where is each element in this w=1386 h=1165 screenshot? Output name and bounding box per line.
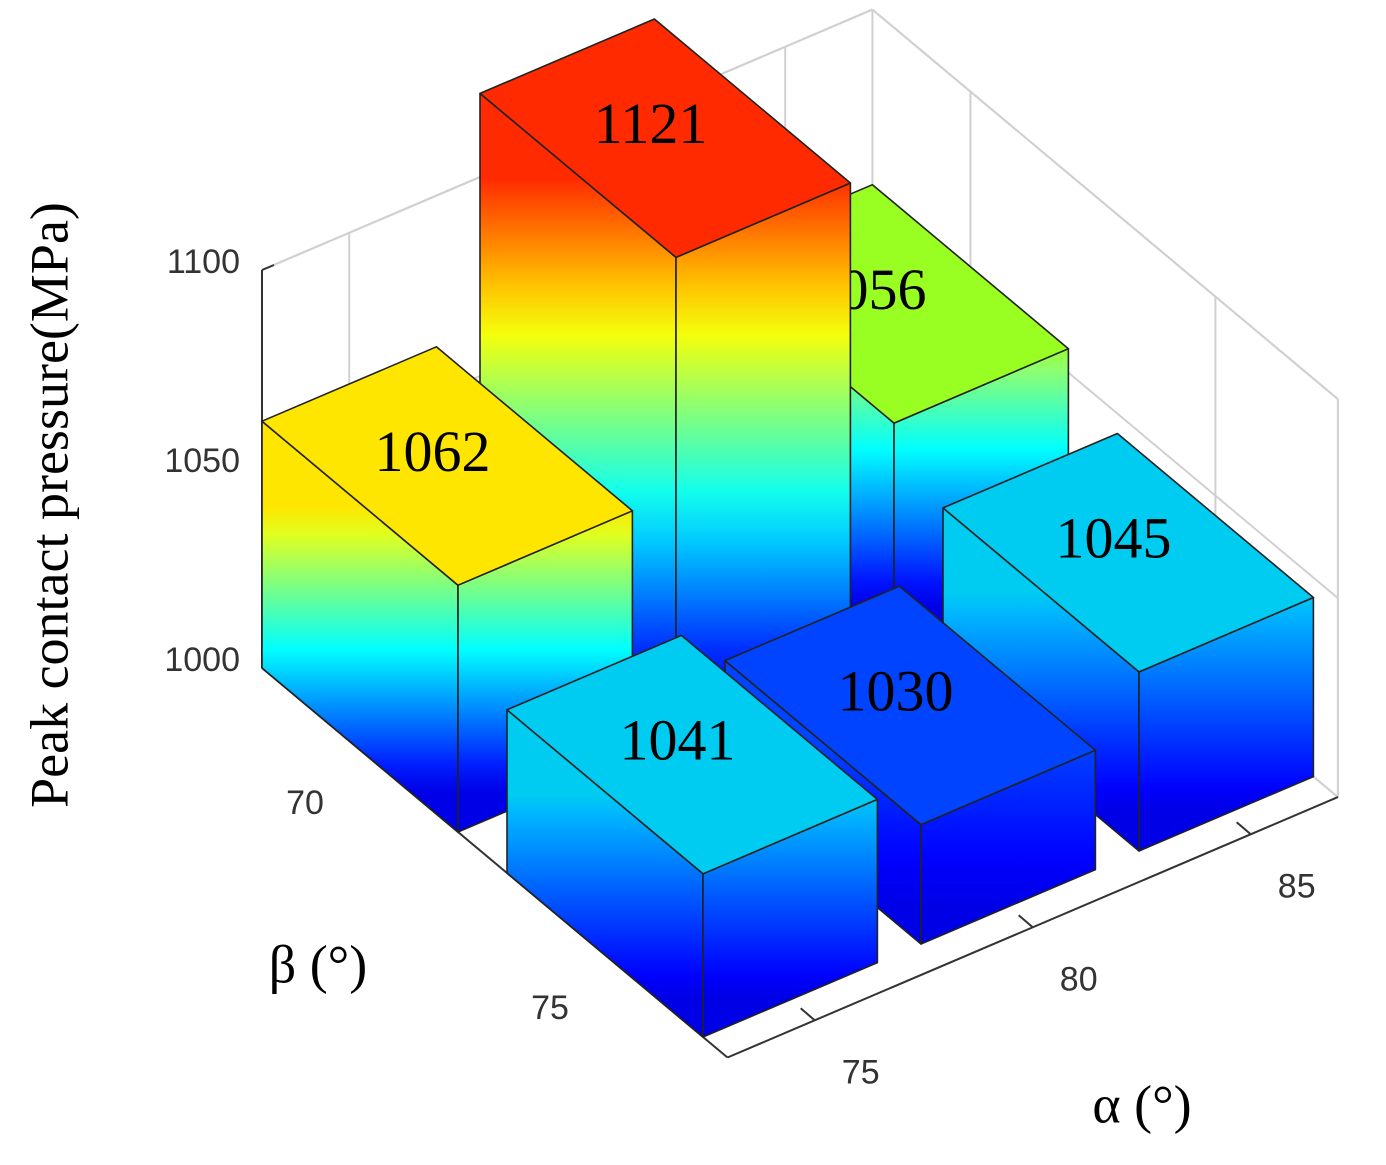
bar-top: [506, 634, 879, 875]
x-tick-label: 85: [1278, 867, 1316, 905]
data-label: 1030: [838, 658, 954, 723]
bar-top: [942, 432, 1315, 673]
bar-top: [479, 18, 852, 259]
wall-edge: [871, 8, 1339, 400]
data-label: 1041: [620, 708, 736, 773]
x-tick: [1018, 914, 1034, 929]
bar-top: [724, 585, 1097, 826]
data-label: 1121: [594, 91, 708, 156]
y-axis-label: β (°): [269, 934, 368, 994]
data-label: 1062: [375, 419, 491, 484]
x-tick: [800, 1007, 816, 1022]
y-tick-label: 75: [531, 989, 569, 1027]
z-tick-label: 1100: [167, 243, 240, 281]
bar: 1041: [506, 634, 879, 1038]
z-tick-label: 1050: [164, 442, 240, 480]
x-tick-label: 80: [1060, 960, 1098, 998]
bar-top: [261, 345, 634, 587]
z-tick-label: 1000: [164, 641, 240, 679]
z-axis-label: Peak contact pressure(MPa): [19, 202, 79, 808]
x-tick-label: 75: [842, 1053, 880, 1091]
y-tick-label: 70: [286, 784, 324, 822]
z-tick: [261, 264, 275, 271]
x-axis-label: α (°): [1092, 1074, 1191, 1134]
data-label: 1045: [1056, 506, 1172, 571]
x-tick: [1236, 821, 1252, 836]
